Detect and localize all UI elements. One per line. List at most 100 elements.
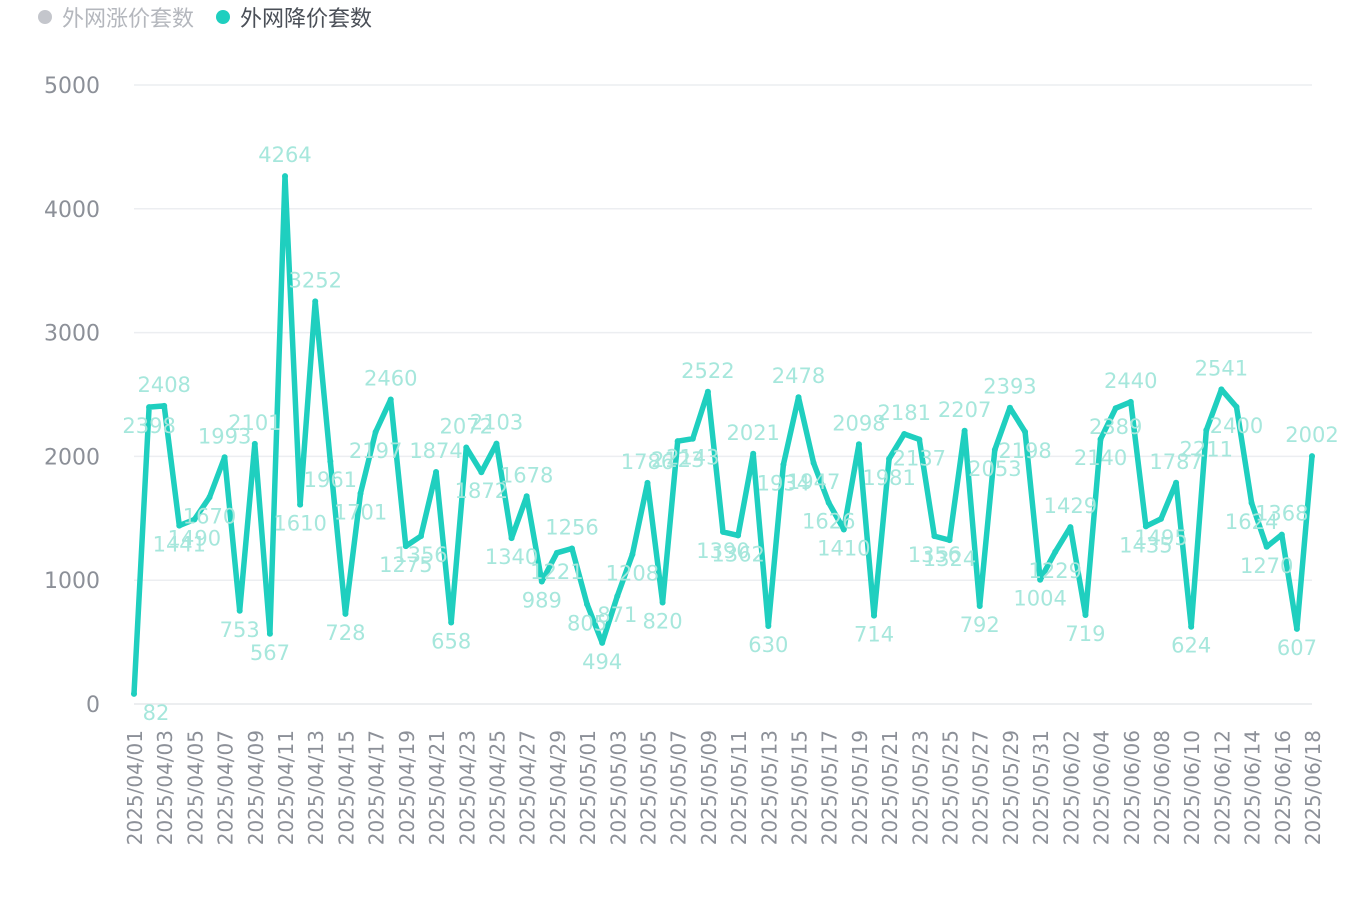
data-point[interactable] (1203, 427, 1210, 434)
data-point[interactable] (886, 455, 893, 462)
data-point[interactable] (1218, 386, 1225, 393)
data-point[interactable] (221, 454, 228, 461)
data-point[interactable] (568, 545, 575, 552)
data-point[interactable] (176, 522, 183, 529)
x-tick-label: 2025/05/05 (636, 730, 660, 845)
data-point[interactable] (463, 444, 470, 451)
data-point[interactable] (765, 623, 772, 630)
data-point[interactable] (206, 494, 213, 501)
data-point[interactable] (840, 526, 847, 533)
data-point[interactable] (855, 441, 862, 448)
data-point[interactable] (720, 528, 726, 535)
data-point[interactable] (1309, 453, 1315, 460)
data-label: 2053 (968, 457, 1021, 481)
legend-item-price-down[interactable]: 外网降价套数 (216, 1, 372, 33)
data-point[interactable] (916, 436, 923, 443)
data-point[interactable] (1022, 428, 1029, 435)
data-point[interactable] (191, 516, 198, 523)
data-point[interactable] (312, 298, 319, 305)
data-point[interactable] (735, 532, 742, 539)
data-point[interactable] (901, 430, 908, 437)
legend-item-price-up[interactable]: 外网涨价套数 (38, 1, 194, 33)
data-label: 1208 (606, 561, 659, 585)
data-point[interactable] (297, 501, 304, 508)
data-label: 4264 (258, 143, 311, 167)
data-point[interactable] (644, 479, 651, 486)
x-tick-label: 2025/04/13 (304, 730, 328, 845)
x-tick-label: 2025/05/09 (697, 730, 721, 845)
data-point[interactable] (478, 469, 485, 476)
data-point[interactable] (146, 404, 153, 411)
data-point[interactable] (161, 402, 168, 409)
data-point[interactable] (1127, 398, 1134, 405)
data-point[interactable] (659, 599, 666, 606)
data-point[interactable] (493, 440, 500, 447)
data-point[interactable] (1188, 623, 1195, 630)
data-point[interactable] (327, 458, 334, 465)
data-point[interactable] (674, 438, 681, 445)
data-point[interactable] (704, 388, 711, 395)
data-point[interactable] (931, 533, 938, 540)
data-point[interactable] (342, 610, 349, 617)
data-point[interactable] (1097, 436, 1104, 443)
x-tick-label: 2025/06/08 (1150, 730, 1174, 845)
data-point[interactable] (780, 461, 787, 468)
data-point[interactable] (1052, 548, 1059, 555)
data-label: 820 (643, 609, 683, 633)
data-point[interactable] (553, 549, 560, 556)
data-point[interactable] (1173, 479, 1180, 486)
data-point[interactable] (584, 601, 591, 608)
y-tick-label: 1000 (44, 569, 100, 594)
data-point[interactable] (282, 173, 289, 180)
data-point[interactable] (1278, 531, 1285, 538)
data-point[interactable] (1037, 576, 1044, 583)
data-point[interactable] (402, 543, 409, 550)
data-point[interactable] (448, 619, 455, 626)
data-label: 1993 (198, 424, 251, 448)
data-label: 2103 (470, 411, 523, 435)
data-point[interactable] (236, 607, 243, 614)
data-point[interactable] (357, 490, 364, 497)
data-label: 805 (567, 611, 607, 635)
x-tick-label: 2025/04/25 (485, 730, 509, 845)
data-point[interactable] (614, 593, 621, 600)
data-label: 2408 (137, 373, 190, 397)
data-point[interactable] (1157, 515, 1164, 522)
data-point[interactable] (750, 450, 757, 457)
data-point[interactable] (825, 499, 832, 506)
data-point[interactable] (1233, 403, 1240, 410)
data-point[interactable] (266, 630, 273, 637)
data-point[interactable] (387, 396, 394, 403)
data-point[interactable] (508, 535, 515, 542)
x-tick-label: 2025/04/21 (425, 730, 449, 845)
data-point[interactable] (1067, 524, 1074, 531)
data-point[interactable] (1142, 523, 1149, 530)
data-point[interactable] (1293, 625, 1300, 632)
data-point[interactable] (629, 551, 636, 558)
data-point[interactable] (1006, 404, 1013, 411)
data-label: 2098 (832, 411, 885, 435)
data-point[interactable] (976, 602, 983, 609)
data-point[interactable] (538, 578, 545, 585)
data-point[interactable] (795, 394, 802, 401)
data-point[interactable] (871, 612, 878, 619)
data-point[interactable] (1263, 543, 1270, 550)
data-point[interactable] (417, 533, 424, 540)
data-point[interactable] (523, 493, 530, 500)
data-label: 3252 (289, 268, 342, 292)
data-point[interactable] (372, 429, 379, 436)
data-point[interactable] (1082, 611, 1089, 618)
data-point[interactable] (433, 468, 440, 475)
data-point[interactable] (599, 639, 606, 646)
data-label: 1004 (1013, 587, 1066, 611)
data-point[interactable] (689, 435, 696, 442)
data-point[interactable] (1248, 499, 1255, 506)
data-point[interactable] (1112, 405, 1119, 412)
data-point[interactable] (251, 440, 258, 447)
data-point[interactable] (991, 446, 998, 453)
data-point[interactable] (946, 537, 953, 544)
data-point[interactable] (961, 427, 968, 434)
x-tick-label: 2025/04/17 (365, 730, 389, 845)
data-point[interactable] (810, 459, 817, 466)
data-point[interactable] (131, 690, 137, 697)
